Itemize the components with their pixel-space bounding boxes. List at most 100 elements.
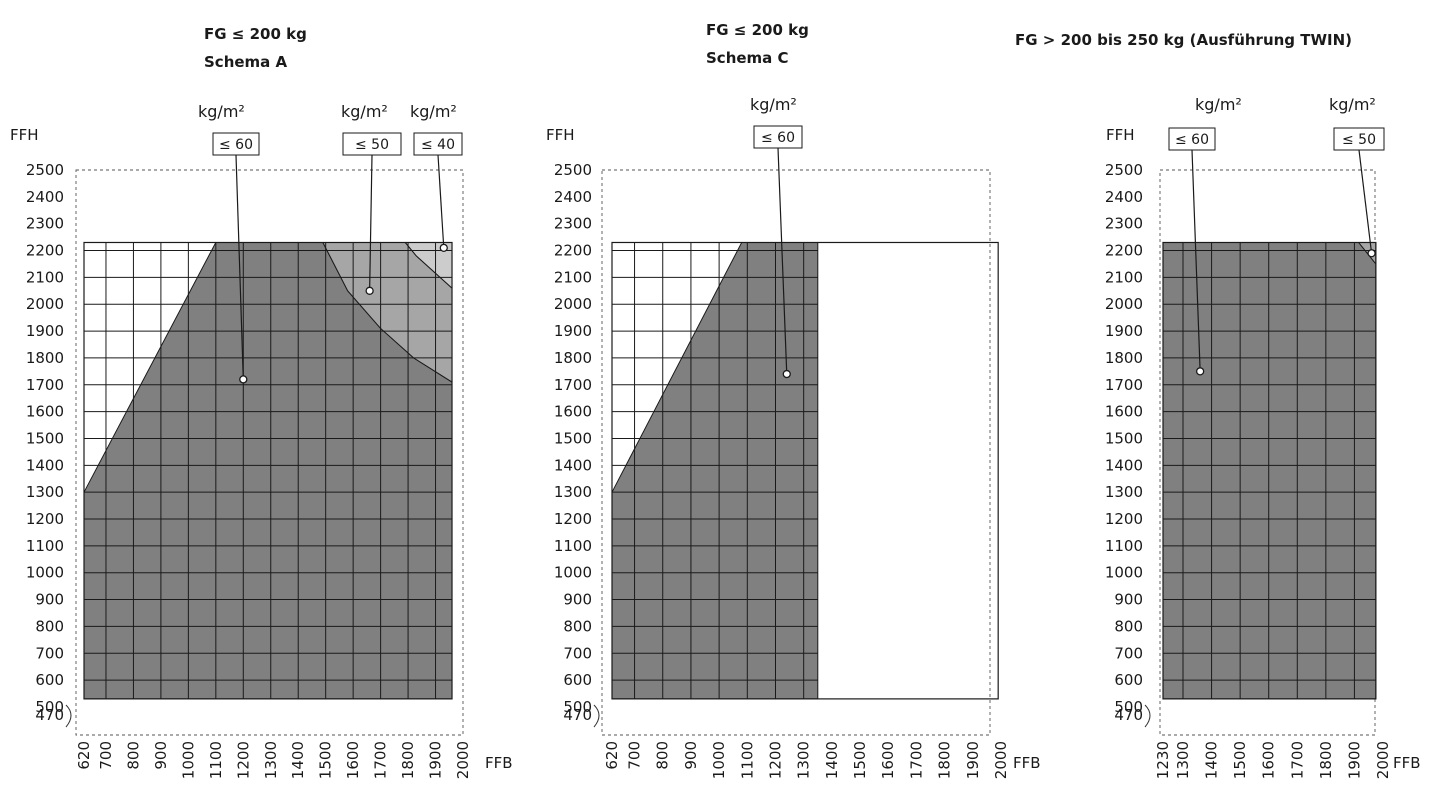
chart-3-y-axis-label: FFH — [1106, 126, 1135, 144]
chart-1-axis-break — [65, 704, 72, 728]
chart-1-ytick-label: 470 — [35, 706, 64, 724]
chart-1-y-axis-label: FFH — [10, 126, 39, 144]
chart-2-subtitle: Schema C — [706, 49, 789, 67]
chart-3-ytick-label: 1200 — [1105, 510, 1143, 528]
chart-1-ytick-label: 600 — [35, 671, 64, 689]
chart-2-badge-label-1: ≤ 60 — [761, 130, 795, 146]
chart-1-xtick-label: 1100 — [207, 741, 225, 779]
chart-1-ytick-label: 1100 — [26, 537, 64, 555]
chart-1-frame — [83, 241, 453, 700]
chart-1-leader-line-2 — [369, 154, 373, 291]
chart-2-region-1 — [611, 242, 819, 700]
chart-3-leader-line-1 — [1191, 149, 1201, 372]
chart-2-xtick-label: 1000 — [710, 741, 728, 779]
chart-2-ytick-label: 2300 — [554, 215, 592, 233]
chart-2-xtick-label: 1100 — [738, 741, 756, 779]
chart-3-xtick-label: 2000 — [1374, 741, 1392, 779]
chart-3-unit-label-1: kg/m² — [1195, 95, 1242, 114]
chart-1-ytick-label: 2400 — [26, 188, 64, 206]
chart-2-ytick-label: 470 — [563, 706, 592, 724]
chart-2-ytick-label: 2000 — [554, 295, 592, 313]
chart-1-badge-label-1: ≤ 60 — [219, 137, 253, 153]
chart-3-ytick-label: 1300 — [1105, 483, 1143, 501]
chart-1-xtick-label: 620 — [75, 741, 93, 770]
chart-2-xtick-label: 1400 — [823, 741, 841, 779]
chart-1-marker-3 — [439, 243, 448, 253]
chart-3-xtick-label: 1500 — [1231, 741, 1249, 779]
chart-2-ytick-label: 2100 — [554, 268, 592, 286]
chart-3-ytick-label: 1500 — [1105, 429, 1143, 447]
chart-3-xtick-label: 1900 — [1345, 741, 1363, 779]
chart-1-ytick-label: 1200 — [26, 510, 64, 528]
chart-1-xtick-label: 1800 — [399, 741, 417, 779]
chart-2-ytick-label: 900 — [563, 591, 592, 609]
chart-2-ytick-label: 2200 — [554, 242, 592, 260]
chart-3-ytick-label: 2300 — [1105, 215, 1143, 233]
chart-2-xtick-label: 1200 — [766, 741, 784, 779]
chart-1-ytick-label: 2000 — [26, 295, 64, 313]
chart-1-xtick-label: 1200 — [234, 741, 252, 779]
chart-2-frame — [611, 241, 999, 700]
chart-3-xtick-label: 1230 — [1154, 741, 1172, 779]
chart-3-xtick-label: 1600 — [1260, 741, 1278, 779]
chart-3-ytick-label: 1900 — [1105, 322, 1143, 340]
chart-2-xtick-label: 1600 — [879, 741, 897, 779]
chart-1-xtick-label: 900 — [152, 741, 170, 770]
chart-2-ytick-label: 2500 — [554, 161, 592, 179]
chart-1-unit-label-3: kg/m² — [410, 102, 457, 121]
chart-1-marker-2 — [365, 286, 374, 295]
chart-1-ytick-label: 800 — [35, 617, 64, 635]
chart-2-ytick-label: 1700 — [554, 376, 592, 394]
chart-3-ytick-label: 1600 — [1105, 403, 1143, 421]
chart-3-badge-label-1: ≤ 60 — [1175, 132, 1209, 148]
chart-2-ytick-label: 1000 — [554, 564, 592, 582]
chart-2-x-axis-label: FFB — [1013, 754, 1041, 772]
chart-2-xtick-label: 700 — [626, 741, 644, 770]
chart-1-ytick-label: 500 — [35, 698, 64, 716]
chart-3-unit-label-2: kg/m² — [1329, 95, 1376, 114]
chart-3-ytick-label: 1800 — [1105, 349, 1143, 367]
chart-1-marker-1 — [239, 375, 248, 384]
chart-2-xtick-label: 620 — [603, 741, 621, 770]
chart-3-xtick-label: 1300 — [1174, 741, 1192, 779]
chart-3-leader-line-2 — [1358, 149, 1373, 254]
chart-1-ytick-label: 2200 — [26, 242, 64, 260]
chart-2-marker-1 — [782, 369, 791, 379]
chart-2-ytick-label: 1200 — [554, 510, 592, 528]
chart-1-unit-label-1: kg/m² — [198, 102, 245, 121]
chart-1-xtick-label: 1700 — [372, 741, 390, 779]
chart-1-ytick-label: 1400 — [26, 456, 64, 474]
chart-1-limit-box — [75, 169, 464, 736]
chart-3-ytick-label: 2500 — [1105, 161, 1143, 179]
chart-1-badge-label-3: ≤ 40 — [421, 137, 455, 153]
chart-3-ytick-label: 800 — [1114, 617, 1143, 635]
chart-3-ytick-label: 2200 — [1105, 242, 1143, 260]
chart-1-x-axis-label: FFB — [485, 754, 513, 772]
chart-1-ytick-label: 2300 — [26, 215, 64, 233]
chart-1-xtick-label: 1300 — [262, 741, 280, 779]
chart-2-xtick-label: 1900 — [964, 741, 982, 779]
chart-1-xtick-label: 800 — [124, 741, 142, 770]
chart-1-ytick-label: 1700 — [26, 376, 64, 394]
chart-1-xtick-label: 700 — [97, 741, 115, 770]
chart-3-ytick-label: 1400 — [1105, 456, 1143, 474]
chart-1-ytick-label: 1300 — [26, 483, 64, 501]
chart-3-ytick-label: 600 — [1114, 671, 1143, 689]
chart-3-ytick-label: 1700 — [1105, 376, 1143, 394]
chart-2-xtick-label: 900 — [682, 741, 700, 770]
chart-3-title: FG > 200 bis 250 kg (Ausführung TWIN) — [1015, 31, 1353, 49]
chart-1-xtick-label: 2000 — [454, 741, 472, 779]
chart-3-ytick-label: 900 — [1114, 591, 1143, 609]
chart-2-ytick-label: 1100 — [554, 537, 592, 555]
chart-1-ytick-label: 700 — [35, 644, 64, 662]
chart-1-badge-label-2: ≤ 50 — [355, 137, 389, 153]
chart-1-xtick-label: 1600 — [344, 741, 362, 779]
chart-2-ytick-label: 600 — [563, 671, 592, 689]
chart-1-leader-line-1 — [235, 154, 244, 380]
chart-1-ytick-label: 1500 — [26, 429, 64, 447]
chart-2-title: FG ≤ 200 kg — [706, 21, 809, 39]
chart-1-title: FG ≤ 200 kg — [204, 25, 307, 43]
chart-3-axis-break — [1144, 704, 1151, 728]
chart-1-ytick-label: 2100 — [26, 268, 64, 286]
chart-1-ytick-label: 1600 — [26, 403, 64, 421]
